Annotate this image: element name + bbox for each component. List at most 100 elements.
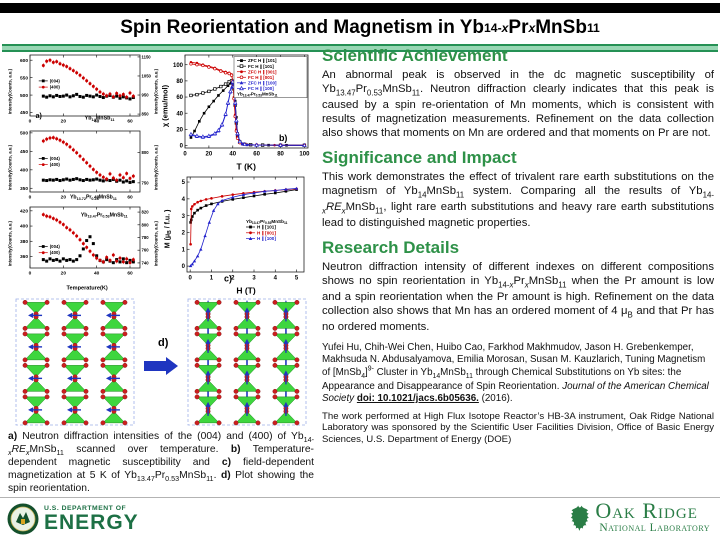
svg-text:40: 40 [94,270,100,276]
svg-text:ZFC H ∥ [100]: ZFC H ∥ [100] [248,80,277,86]
svg-text:FC H ∥ [001]: FC H ∥ [001] [248,75,274,81]
svg-text:40: 40 [176,111,183,117]
svg-text:FC H ∥ [100]: FC H ∥ [100] [248,86,274,92]
svg-text:550: 550 [20,75,28,81]
svg-text:380: 380 [20,239,28,245]
svg-text:40: 40 [94,194,100,200]
svg-text:800: 800 [142,222,150,227]
svg-text:60: 60 [127,118,133,124]
svg-text:400: 400 [20,224,28,230]
svg-text:80: 80 [176,79,183,85]
ornl-wordmark: Oak Ridge National Laboratory [595,500,710,535]
svg-text:H ∥ [100]: H ∥ [100] [257,236,276,242]
svg-text:2: 2 [182,231,186,237]
doe-seal-icon [7,503,39,535]
figure-caption: a) Neutron diffraction intensities of th… [8,431,315,494]
svg-text:20: 20 [61,118,67,124]
svg-text:4: 4 [182,197,186,203]
svg-text:20: 20 [61,270,67,276]
svg-text:3: 3 [252,276,256,282]
svg-text:100: 100 [299,152,310,158]
achievement-body: An abnormal peak is observed in the dc m… [322,69,714,140]
svg-text:FC H ∥ [101]: FC H ∥ [101] [248,64,274,70]
svg-text:Yb13.72​Pr0.28​MnSb11​: Yb13.72​Pr0.28​MnSb11​ [70,195,117,201]
panel-b-susceptibility-chart: 0 20 40 60 80 100 0 20 40 60 80 100 χ (emu/mol) T (K)… [160,52,314,172]
svg-text:0: 0 [29,194,32,200]
svg-text:740: 740 [142,260,150,265]
svg-text:850: 850 [142,112,150,117]
svg-text:60: 60 [253,152,260,158]
doi-link[interactable]: doi: 10.1021/jacs.6b05636. [356,392,479,404]
svg-text:H ∥ [101]: H ∥ [101] [257,225,276,231]
svg-text:3: 3 [182,214,186,220]
ornl-line1: Oak Ridge [595,498,698,523]
doe-line1: U.S. DEPARTMENT OF [44,505,127,512]
svg-text:100: 100 [173,63,184,69]
svg-text:20: 20 [206,152,213,158]
svg-text:χ (emu/mol): χ (emu/mol) [161,84,170,127]
heading-scientific-achievement: Scientific Achievement [322,46,508,65]
svg-text:b): b) [279,133,288,143]
svg-text:Intensity(Counts, a.u.): Intensity(Counts, a.u.) [7,68,12,114]
svg-text:Intensity(Counts, a.u.): Intensity(Counts, a.u.) [7,220,12,266]
svg-text:(004): (004) [50,78,61,83]
svg-text:(400): (400) [50,250,61,255]
svg-text:Intensity(Counts, a.u.): Intensity(Counts, a.u.) [7,144,12,190]
svg-text:20: 20 [176,128,183,134]
svg-text:350: 350 [20,186,28,192]
svg-text:760: 760 [142,248,150,253]
svg-text:0: 0 [29,118,32,124]
citation: Yufei Hu, Chih-Wei Chen, Huibo Cao, Fark… [322,342,714,404]
details-body: Neutron diffraction intensity of differe… [322,261,715,334]
svg-text:60: 60 [127,270,133,276]
svg-text:600: 600 [20,58,28,64]
svg-text:500: 500 [20,131,28,137]
svg-text:0: 0 [29,270,32,276]
doe-line2: ENERGY [44,511,139,534]
impact-body: This work demonstrates the effect of tri… [322,171,715,230]
heading-significance-impact: Significance and Impact [322,148,517,168]
svg-text:H ∥ [001]: H ∥ [001] [257,230,276,236]
oak-leaf-icon [571,505,590,531]
svg-text:Intensity(Counts, a.u.): Intensity(Counts, a.u.) [154,144,159,190]
panel-a3-neutron-intensity-chart: 0 20 40 60 360 380 400 420 740 760 780 800 820 Intens… [6,204,162,292]
svg-text:40: 40 [229,152,236,158]
svg-text:c): c) [224,273,232,283]
footer-divider [0,497,720,498]
svg-text:1: 1 [182,247,186,253]
panel-a1-neutron-intensity-chart: 0 20 40 60 450 500 550 600 850 950 1050 1150 Intensi… [6,52,162,128]
svg-text:d): d) [158,337,169,349]
svg-text:ZFC H ∥ [101]: ZFC H ∥ [101] [248,58,277,64]
svg-text:5: 5 [182,180,186,186]
panel-c-magnetization-chart: 0 1 2 3 4 5 0 1 2 3 4 5 M (μB​ / f.u. ) H (T) c) Yb13.4… [162,174,312,296]
svg-text:Temperature(K): Temperature(K) [67,285,108,291]
svg-text:40: 40 [94,118,100,124]
svg-text:Intensity(Counts, a.u.): Intensity(Counts, a.u.) [154,68,159,114]
svg-text:20: 20 [61,194,67,200]
ornl-line2: National Laboratory [599,522,710,534]
top-black-bar [0,3,720,13]
svg-text:5: 5 [295,276,299,282]
svg-text:0: 0 [189,276,193,282]
svg-text:400: 400 [20,167,28,173]
doe-logo: U.S. DEPARTMENT OF ENERGY [6,502,139,536]
ornl-logo: Oak Ridge National Laboratory [565,500,710,535]
acknowledgment: The work performed at High Flux Isotope … [322,410,714,445]
svg-text:450: 450 [20,110,28,116]
svg-text:M (μB​ / f.u. ): M (μB​ / f.u. ) [165,210,174,249]
svg-text:750: 750 [142,180,150,185]
svg-text:0: 0 [183,152,187,158]
slide-title: Spin Reorientation and Magnetism in Yb 14… [120,17,600,38]
svg-text:420: 420 [20,208,28,214]
svg-text:ZFC H ∥ [001]: ZFC H ∥ [001] [248,69,277,75]
svg-text:Yb14​MnSb11​: Yb14​MnSb11​ [85,116,116,122]
svg-text:T (K): T (K) [237,162,257,172]
title-divider [2,44,718,52]
text-column: Scientific Achievement An abnormal peak … [322,46,714,445]
svg-text:500: 500 [20,93,28,99]
svg-text:0: 0 [180,144,184,150]
svg-text:(400): (400) [50,162,61,167]
svg-text:(004): (004) [50,244,61,249]
panel-d-spin-structure-diagram: d) [8,296,314,428]
citation-text: Yufei Hu, Chih-Wei Chen, Huibo Cao, Fark… [322,342,709,404]
